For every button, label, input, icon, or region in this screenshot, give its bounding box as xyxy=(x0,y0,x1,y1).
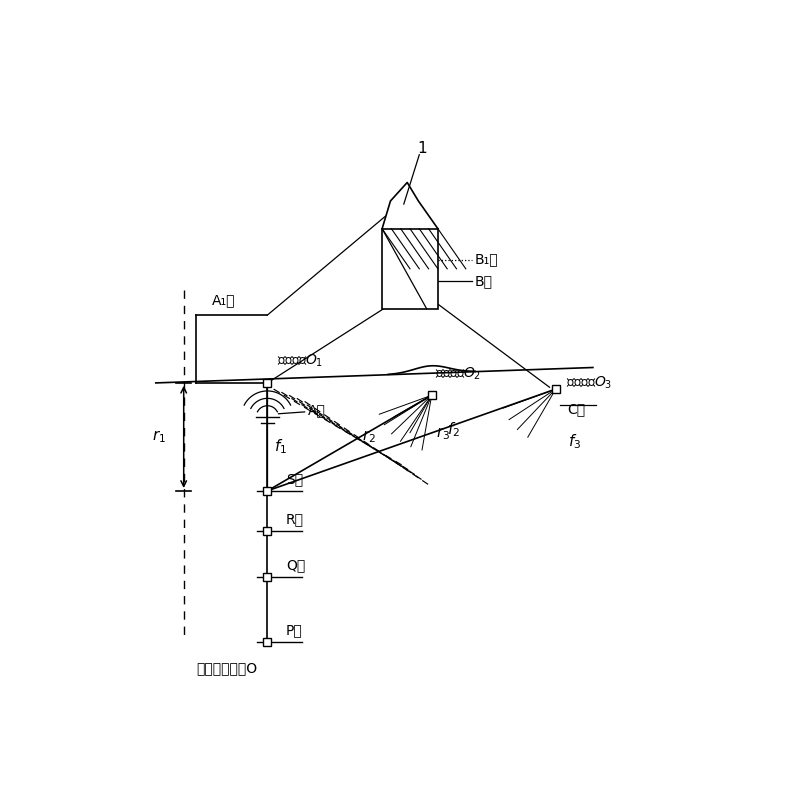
Text: A₁点: A₁点 xyxy=(211,294,235,308)
Text: A点: A点 xyxy=(308,404,326,417)
Text: $r_3$: $r_3$ xyxy=(436,425,450,442)
Bar xyxy=(263,574,271,582)
Bar xyxy=(263,527,271,535)
Text: 水面单元$O_2$: 水面单元$O_2$ xyxy=(435,365,481,382)
Text: B点: B点 xyxy=(475,274,493,288)
Text: $f_1$: $f_1$ xyxy=(274,437,286,456)
Text: P点: P点 xyxy=(286,623,302,637)
Text: $r_1$: $r_1$ xyxy=(152,429,166,445)
Text: $r_2$: $r_2$ xyxy=(362,429,376,445)
Bar xyxy=(552,385,560,393)
Bar xyxy=(263,638,271,646)
Text: Q点: Q点 xyxy=(286,558,306,572)
Text: 水面单元$O_3$: 水面单元$O_3$ xyxy=(566,375,612,391)
Text: C点: C点 xyxy=(567,402,585,416)
Text: $f_2$: $f_2$ xyxy=(447,420,460,438)
Bar xyxy=(263,379,271,387)
Bar xyxy=(263,487,271,495)
Text: 待测水下单元O: 待测水下单元O xyxy=(196,661,258,675)
Text: $f_3$: $f_3$ xyxy=(568,433,582,451)
Bar xyxy=(382,229,438,309)
Text: S点: S点 xyxy=(286,472,303,486)
Bar xyxy=(428,391,436,399)
Text: 1: 1 xyxy=(418,141,427,156)
Text: B₁点: B₁点 xyxy=(475,252,498,267)
Text: 水面单元$O_1$: 水面单元$O_1$ xyxy=(277,353,323,369)
Text: R点: R点 xyxy=(286,512,304,526)
